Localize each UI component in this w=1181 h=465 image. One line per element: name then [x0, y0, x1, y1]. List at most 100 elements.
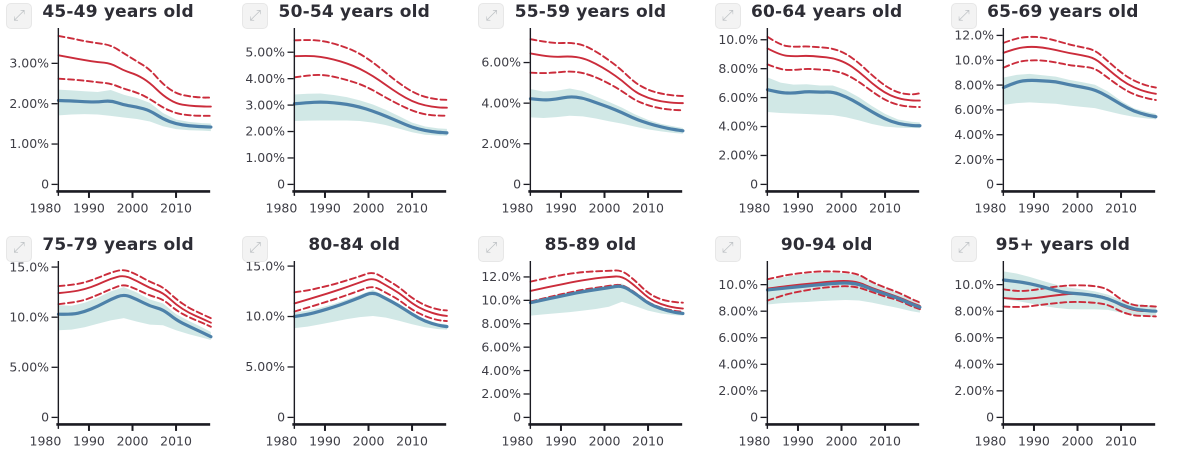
line-chart-canvas: 0 5.00% 10.0% 15.0% 1980 1990 2000 2010: [246, 258, 449, 448]
expand-chart-button[interactable]: ⤢: [6, 3, 32, 29]
svg-text:2.00%: 2.00%: [718, 383, 758, 398]
chart-cell: ⤢ 85-89 old 0 2.00% 4.00% 6.00% 8.00% 10.0% 12…: [472, 233, 708, 465]
expand-chart-button[interactable]: ⤢: [478, 3, 505, 29]
svg-text:2010: 2010: [160, 200, 192, 215]
svg-text:2010: 2010: [160, 433, 192, 448]
svg-text:2010: 2010: [869, 200, 901, 215]
svg-text:1.00%: 1.00%: [246, 150, 286, 165]
svg-text:2.00%: 2.00%: [482, 386, 522, 401]
svg-text:2000: 2000: [825, 200, 857, 215]
svg-text:1990: 1990: [1018, 200, 1050, 215]
line-chart-canvas: 0 2.00% 4.00% 6.00% 8.00% 10.0% 12.0% 1980 1990 2…: [954, 28, 1158, 215]
expand-chart-button[interactable]: ⤢: [950, 235, 977, 262]
chart-cell: ⤢ 50-54 years old 0 1.00% 2.00% 3.00% 4.00% 5…: [236, 0, 472, 233]
svg-text:2000: 2000: [1061, 200, 1093, 215]
svg-text:1990: 1990: [545, 433, 577, 448]
expand-icon: ⤢: [721, 6, 734, 24]
svg-text:2.00%: 2.00%: [9, 96, 49, 111]
svg-text:1990: 1990: [545, 200, 577, 215]
svg-text:1.00%: 1.00%: [9, 136, 49, 151]
svg-text:2010: 2010: [396, 433, 428, 448]
expand-chart-button[interactable]: ⤢: [714, 3, 741, 29]
svg-text:8.00%: 8.00%: [482, 315, 522, 330]
svg-text:5.00%: 5.00%: [246, 359, 286, 374]
expand-chart-button[interactable]: ⤢: [950, 3, 977, 29]
svg-text:6.00%: 6.00%: [954, 102, 994, 117]
svg-text:1980: 1980: [974, 433, 1006, 448]
svg-text:0: 0: [41, 409, 49, 424]
svg-text:1980: 1980: [738, 200, 770, 215]
chart-cell: ⤢ 45-49 years old 0 1.00% 2.00% 3.00% 1980 19…: [0, 0, 236, 233]
svg-text:8.00%: 8.00%: [954, 77, 994, 92]
chart-cell: ⤢ 55-59 years old 0 2.00% 4.00% 6.00% 1980 19…: [472, 0, 708, 233]
svg-text:5.00%: 5.00%: [246, 44, 286, 59]
svg-text:2000: 2000: [1061, 433, 1093, 448]
chart-cell: ⤢ 60-64 years old 0 2.00% 4.00% 6.00% 8.00% 1…: [709, 0, 945, 233]
expand-icon: ⤢: [721, 239, 734, 256]
svg-text:8.00%: 8.00%: [718, 303, 758, 318]
line-chart-canvas: 0 2.00% 4.00% 6.00% 1980 1990 2000 2010: [482, 28, 685, 215]
expand-chart-button[interactable]: ⤢: [478, 235, 505, 262]
svg-text:10.0%: 10.0%: [954, 52, 994, 67]
svg-text:4.00%: 4.00%: [246, 71, 286, 86]
chart-cell: ⤢ 80-84 old 0 5.00% 10.0% 15.0% 1980 1990 2000…: [236, 233, 472, 465]
svg-text:2.00%: 2.00%: [246, 124, 286, 139]
line-chart-canvas: 0 2.00% 4.00% 6.00% 8.00% 10.0% 1980 1990 2000 20…: [718, 28, 922, 215]
svg-text:4.00%: 4.00%: [718, 356, 758, 371]
svg-text:1980: 1980: [30, 200, 62, 215]
chart-cell: ⤢ 90-94 old 0 2.00% 4.00% 6.00% 8.00% 10.0% 19…: [709, 233, 945, 465]
svg-text:1980: 1980: [974, 200, 1006, 215]
expand-chart-button[interactable]: ⤢: [714, 235, 741, 262]
chart-cell: ⤢ 75-79 years old 0 5.00% 10.0% 15.0% 1980 19…: [0, 233, 236, 465]
svg-text:1990: 1990: [782, 200, 814, 215]
svg-text:3.00%: 3.00%: [9, 56, 49, 71]
expand-chart-button[interactable]: ⤢: [242, 3, 269, 29]
svg-text:1980: 1980: [266, 433, 298, 448]
svg-text:2010: 2010: [633, 200, 665, 215]
svg-text:0: 0: [277, 177, 285, 192]
svg-text:2000: 2000: [589, 433, 621, 448]
svg-text:0: 0: [750, 177, 758, 192]
svg-text:1980: 1980: [738, 433, 770, 448]
svg-text:15.0%: 15.0%: [9, 259, 49, 274]
expand-icon: ⤢: [12, 239, 25, 256]
expand-icon: ⤢: [485, 239, 498, 256]
expand-icon: ⤢: [249, 239, 262, 256]
expand-chart-button[interactable]: ⤢: [6, 235, 32, 262]
expand-icon: ⤢: [12, 6, 25, 24]
svg-text:4.00%: 4.00%: [954, 356, 994, 371]
svg-text:8.00%: 8.00%: [954, 303, 994, 318]
svg-text:6.00%: 6.00%: [718, 90, 758, 105]
svg-text:2010: 2010: [633, 433, 665, 448]
svg-text:4.00%: 4.00%: [482, 95, 522, 110]
expand-icon: ⤢: [957, 6, 970, 24]
chart-cell: ⤢ 65-69 years old 0 2.00% 4.00% 6.00% 8.00% 1…: [945, 0, 1181, 233]
svg-text:1990: 1990: [309, 200, 341, 215]
svg-text:10.0%: 10.0%: [9, 309, 49, 324]
svg-text:10.0%: 10.0%: [482, 292, 522, 307]
expand-chart-button[interactable]: ⤢: [242, 235, 269, 262]
svg-text:2.00%: 2.00%: [482, 136, 522, 151]
svg-text:0: 0: [41, 177, 49, 192]
svg-text:0: 0: [513, 177, 521, 192]
line-chart-canvas: 0 2.00% 4.00% 6.00% 8.00% 10.0% 1980 1990 2000 20…: [718, 260, 922, 448]
svg-text:2000: 2000: [117, 433, 149, 448]
svg-text:12.0%: 12.0%: [482, 269, 522, 284]
svg-text:2000: 2000: [353, 433, 385, 448]
svg-text:1990: 1990: [73, 433, 105, 448]
svg-text:3.00%: 3.00%: [246, 97, 286, 112]
expand-icon: ⤢: [485, 6, 498, 24]
svg-text:2010: 2010: [1105, 433, 1137, 448]
expand-icon: ⤢: [249, 6, 262, 24]
svg-text:2.00%: 2.00%: [954, 152, 994, 167]
svg-text:1990: 1990: [782, 433, 814, 448]
svg-text:4.00%: 4.00%: [954, 127, 994, 142]
svg-text:0: 0: [986, 177, 994, 192]
line-chart-canvas: 0 1.00% 2.00% 3.00% 4.00% 5.00% 1980 1990 2000 20…: [246, 28, 449, 215]
line-chart-canvas: 0 5.00% 10.0% 15.0% 1980 1990 2000 2010: [9, 259, 213, 448]
svg-text:0: 0: [513, 409, 521, 424]
svg-text:6.00%: 6.00%: [482, 339, 522, 354]
svg-text:6.00%: 6.00%: [954, 329, 994, 344]
svg-text:10.0%: 10.0%: [718, 276, 758, 291]
